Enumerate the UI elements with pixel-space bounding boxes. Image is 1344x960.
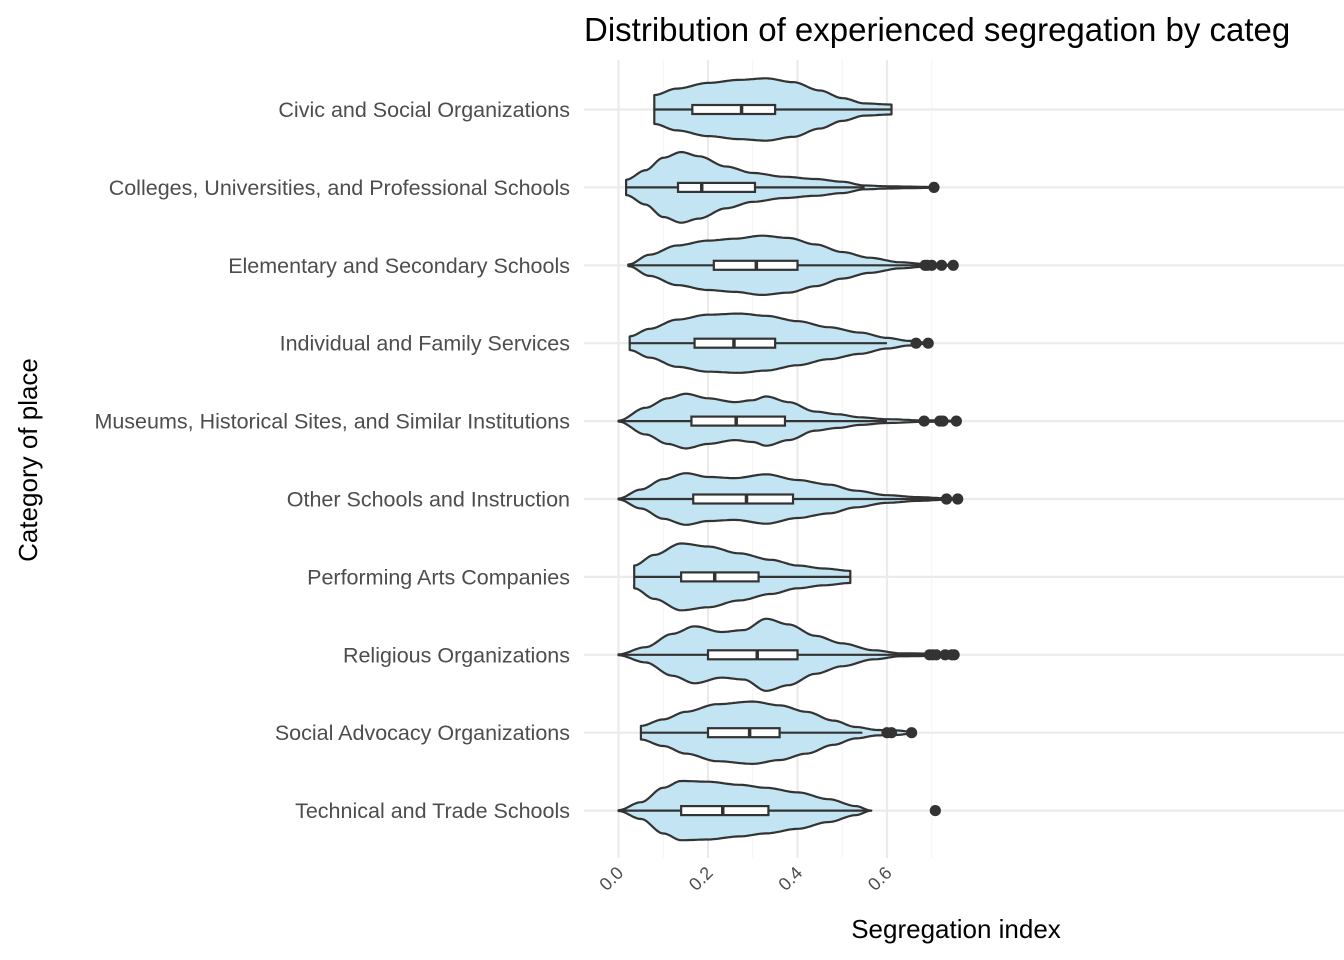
chart-title: Distribution of experienced segregation … [584, 11, 1290, 48]
violin-group [639, 700, 918, 765]
category-labels: Technical and Trade Schools Social Advoca… [94, 98, 570, 823]
violin-group [628, 312, 934, 374]
iqr-box [692, 493, 795, 505]
violin-group [625, 151, 940, 224]
category-label: Elementary and Secondary Schools [228, 254, 570, 278]
outlier-point [929, 805, 941, 817]
outlier-point [937, 415, 949, 427]
category-label: Individual and Family Services [280, 332, 570, 356]
x-tick-label: 0.0 [595, 863, 627, 895]
outlier-point [930, 649, 942, 661]
violin-group [617, 617, 960, 692]
outlier-point [950, 415, 962, 427]
y-axis-title: Category of place [13, 358, 43, 562]
violin-group [617, 779, 941, 842]
iqr-box [680, 571, 760, 583]
category-label: Civic and Social Organizations [278, 98, 570, 122]
iqr-box [706, 727, 781, 739]
outlier-point [918, 415, 930, 427]
x-tick-labels: 0.0 0.2 0.4 0.6 [595, 863, 895, 895]
iqr-box [691, 103, 777, 116]
category-label: Other Schools and Instruction [287, 488, 570, 512]
iqr-box [680, 804, 770, 817]
violin-group [617, 472, 964, 526]
violin-group [627, 234, 959, 296]
outlier-point [928, 181, 940, 193]
outlier-point [926, 259, 938, 271]
iqr-box [676, 181, 757, 193]
outlier-point [940, 493, 953, 505]
iqr-box [690, 415, 787, 427]
outlier-point [910, 337, 922, 349]
category-label: Colleges, Universities, and Professional… [109, 176, 570, 200]
violin-group [617, 392, 962, 450]
outlier-point [947, 259, 959, 271]
category-label: Social Advocacy Organizations [275, 721, 570, 745]
outlier-point [948, 649, 960, 661]
outlier-point [935, 259, 948, 271]
x-axis-title: Segregation index [851, 914, 1061, 944]
x-tick-label: 0.4 [774, 863, 806, 895]
category-label: Religious Organizations [343, 643, 570, 667]
violin-group [633, 542, 852, 612]
outlier-point [906, 727, 918, 739]
x-tick-label: 0.2 [685, 863, 717, 895]
category-label: Museums, Historical Sites, and Similar I… [94, 410, 570, 434]
outlier-point [922, 337, 934, 349]
violins [617, 77, 964, 842]
outlier-point [952, 493, 964, 505]
category-label: Performing Arts Companies [307, 565, 570, 589]
iqr-box [706, 649, 799, 661]
x-tick-label: 0.6 [864, 863, 896, 895]
violin-group [653, 77, 893, 142]
outlier-point [885, 727, 898, 739]
category-label: Technical and Trade Schools [295, 799, 570, 823]
